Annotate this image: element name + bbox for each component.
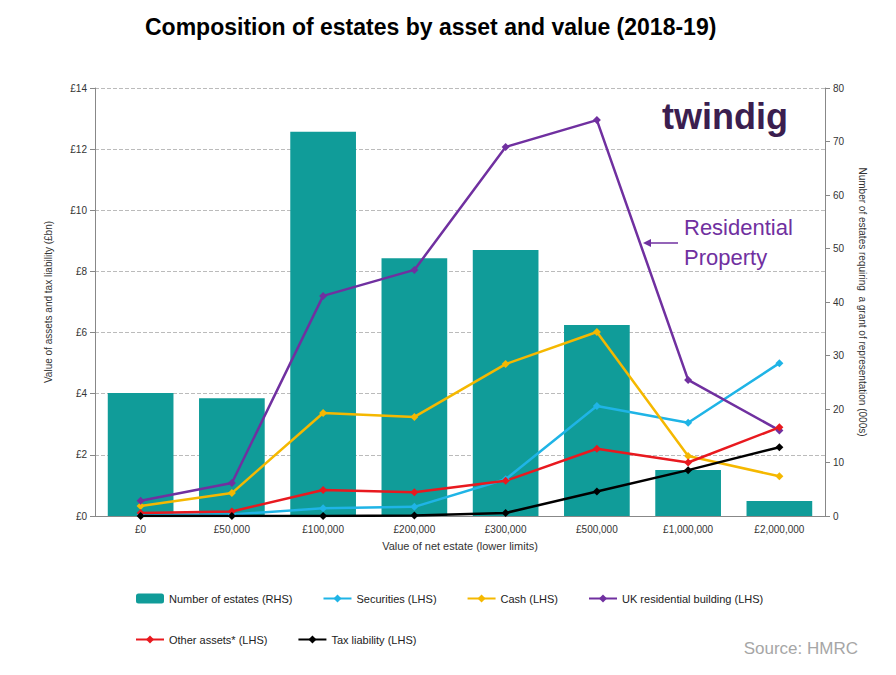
svg-text:£0: £0 — [135, 524, 147, 535]
svg-text:Other assets* (LHS): Other assets* (LHS) — [169, 634, 267, 646]
svg-text:40: 40 — [833, 297, 845, 308]
svg-text:£50,000: £50,000 — [214, 524, 251, 535]
svg-text:Value of net estate (lower lim: Value of net estate (lower limits) — [382, 540, 538, 552]
svg-text:£10: £10 — [70, 205, 87, 216]
svg-text:Cash (LHS): Cash (LHS) — [501, 593, 558, 605]
svg-text:Residential: Residential — [684, 215, 799, 240]
svg-text:£6: £6 — [76, 327, 88, 338]
svg-text:20: 20 — [833, 404, 845, 415]
svg-text:0: 0 — [833, 511, 839, 522]
svg-text:Securities (LHS): Securities (LHS) — [356, 593, 436, 605]
svg-text:£1,000,000: £1,000,000 — [663, 524, 713, 535]
svg-text:£12: £12 — [70, 144, 87, 155]
svg-text:Number of estates requiring a: Number of estates requiring a grant of r… — [857, 167, 868, 436]
svg-text:£2,000,000: £2,000,000 — [754, 524, 804, 535]
svg-text:£4: £4 — [76, 388, 88, 399]
svg-text:Value of assets and tax liabil: Value of assets and tax liability (£bn) — [43, 221, 54, 383]
svg-text:Source: HMRC: Source: HMRC — [744, 639, 858, 658]
svg-text:£8: £8 — [76, 266, 88, 277]
svg-text:£300,000: £300,000 — [485, 524, 527, 535]
svg-text:£500,000: £500,000 — [576, 524, 618, 535]
svg-text:80: 80 — [833, 83, 845, 94]
svg-text:£0: £0 — [76, 511, 88, 522]
svg-text:30: 30 — [833, 350, 845, 361]
svg-text:60: 60 — [833, 190, 845, 201]
svg-text:70: 70 — [833, 136, 845, 147]
svg-text:Composition of estates by asse: Composition of estates by asset and valu… — [145, 14, 716, 40]
svg-text:£100,000: £100,000 — [302, 524, 344, 535]
svg-text:£200,000: £200,000 — [394, 524, 436, 535]
svg-text:£14: £14 — [70, 83, 87, 94]
svg-text:Property: Property — [684, 245, 767, 270]
svg-text:50: 50 — [833, 243, 845, 254]
svg-text:twindig: twindig — [662, 96, 788, 137]
svg-text:£2: £2 — [76, 449, 88, 460]
svg-text:10: 10 — [833, 457, 845, 468]
svg-text:Number of estates (RHS): Number of estates (RHS) — [169, 593, 292, 605]
svg-text:UK residential building (LHS): UK residential building (LHS) — [622, 593, 763, 605]
svg-text:Tax liability (LHS): Tax liability (LHS) — [331, 634, 416, 646]
